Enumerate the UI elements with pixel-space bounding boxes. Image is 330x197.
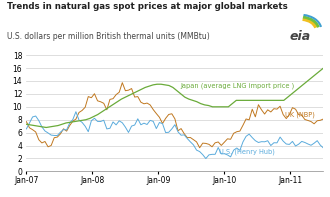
Text: U.S. dollars per million British thermal units (MMBtu): U.S. dollars per million British thermal…	[7, 32, 209, 41]
Text: Japan (average LNG import price ): Japan (average LNG import price )	[181, 83, 295, 89]
Text: UK (NBP): UK (NBP)	[285, 112, 315, 118]
Text: eia: eia	[290, 30, 311, 43]
Text: Trends in natural gas spot prices at major global markets: Trends in natural gas spot prices at maj…	[7, 2, 287, 11]
Text: U.S. (Henry Hub): U.S. (Henry Hub)	[219, 149, 275, 155]
